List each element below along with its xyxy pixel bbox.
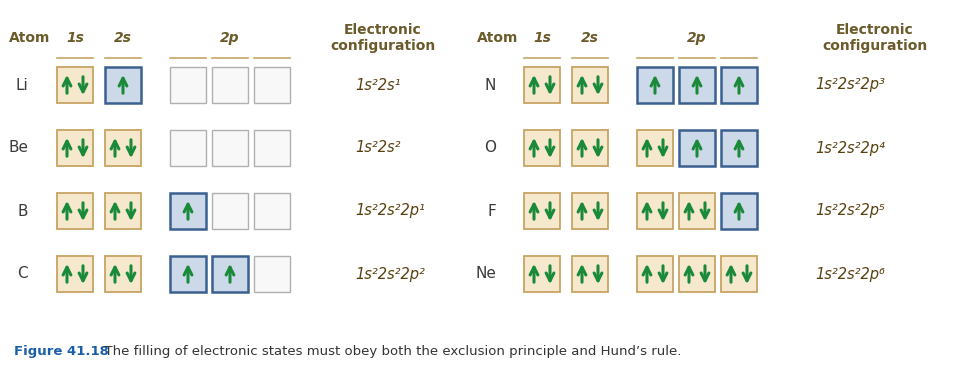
Bar <box>212 130 248 166</box>
Text: Be: Be <box>8 141 28 155</box>
Text: 1s²2s²2p⁶: 1s²2s²2p⁶ <box>815 266 885 282</box>
Text: Figure 41.18: Figure 41.18 <box>14 346 109 359</box>
Bar <box>254 193 290 229</box>
Bar <box>57 130 93 166</box>
Bar <box>721 130 757 166</box>
Text: Atom: Atom <box>10 31 51 45</box>
Bar <box>637 256 673 292</box>
Bar <box>572 67 608 103</box>
Text: O: O <box>484 141 496 155</box>
Text: B: B <box>18 203 28 218</box>
Bar <box>212 67 248 103</box>
Bar <box>170 67 206 103</box>
Bar <box>572 256 608 292</box>
Bar <box>524 256 560 292</box>
Bar <box>105 130 141 166</box>
Bar <box>254 256 290 292</box>
Text: Ne: Ne <box>475 266 496 282</box>
Bar <box>57 67 93 103</box>
Bar <box>679 67 715 103</box>
Bar <box>524 130 560 166</box>
Bar <box>212 256 248 292</box>
Bar <box>679 130 715 166</box>
Text: 2p: 2p <box>220 31 240 45</box>
Bar <box>105 193 141 229</box>
Text: 1s²2s²2p¹: 1s²2s²2p¹ <box>355 203 425 218</box>
Bar <box>105 67 141 103</box>
Bar <box>254 130 290 166</box>
Text: configuration: configuration <box>822 39 928 53</box>
Bar <box>637 130 673 166</box>
Text: 1s²2s²2p⁵: 1s²2s²2p⁵ <box>815 203 885 218</box>
Text: 2s: 2s <box>114 31 132 45</box>
Bar <box>524 67 560 103</box>
Bar <box>679 256 715 292</box>
Text: 1s: 1s <box>66 31 84 45</box>
Bar <box>721 193 757 229</box>
Bar <box>57 193 93 229</box>
Text: 2s: 2s <box>581 31 599 45</box>
Bar <box>572 130 608 166</box>
Text: N: N <box>485 77 496 93</box>
Text: Electronic: Electronic <box>344 23 421 37</box>
Bar <box>679 193 715 229</box>
Text: 1s²2s¹: 1s²2s¹ <box>355 77 401 93</box>
Bar <box>105 256 141 292</box>
Text: configuration: configuration <box>330 39 436 53</box>
Text: 1s: 1s <box>533 31 551 45</box>
Bar <box>254 67 290 103</box>
Text: Atom: Atom <box>477 31 518 45</box>
Text: F: F <box>487 203 496 218</box>
Text: C: C <box>18 266 28 282</box>
Bar <box>637 67 673 103</box>
Text: The filling of electronic states must obey both the exclusion principle and Hund: The filling of electronic states must ob… <box>96 346 681 359</box>
Text: 1s²2s²2p⁴: 1s²2s²2p⁴ <box>815 141 885 155</box>
Bar <box>170 193 206 229</box>
Bar <box>721 256 757 292</box>
Bar <box>721 67 757 103</box>
Text: 2p: 2p <box>687 31 707 45</box>
Text: 1s²2s²2p³: 1s²2s²2p³ <box>815 77 885 93</box>
Bar <box>212 193 248 229</box>
Bar <box>524 193 560 229</box>
Bar <box>170 256 206 292</box>
Bar <box>57 256 93 292</box>
Bar <box>572 193 608 229</box>
Bar <box>170 130 206 166</box>
Text: Li: Li <box>16 77 28 93</box>
Text: 1s²2s²: 1s²2s² <box>355 141 401 155</box>
Text: 1s²2s²2p²: 1s²2s²2p² <box>355 266 425 282</box>
Text: Electronic: Electronic <box>836 23 914 37</box>
Bar <box>637 193 673 229</box>
